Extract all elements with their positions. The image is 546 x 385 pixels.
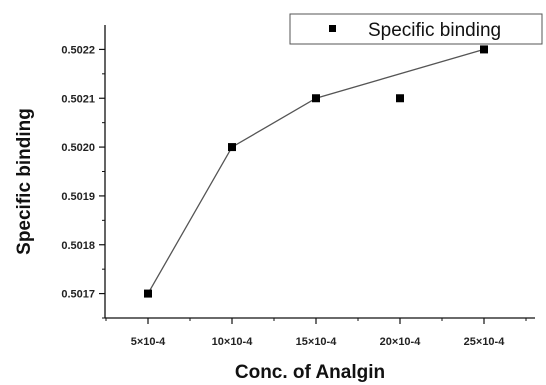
data-point: [480, 45, 488, 54]
axes: [104, 25, 535, 319]
legend-marker: [329, 25, 336, 32]
data-point: [144, 289, 152, 298]
tick-labels: 0.5017 0.5018 0.5019 0.5020 0.5021 0.5022 5×10…: [61, 44, 505, 348]
y-axis-title: Specific binding: [14, 108, 35, 255]
y-tick-label: 0.5017: [61, 289, 95, 301]
x-tick-label: 15×10-4: [296, 336, 338, 348]
legend-entry: Specific binding: [368, 20, 501, 41]
x-axis-title: Conc. of Analgin: [235, 362, 385, 383]
tick-marks: [99, 48, 527, 324]
y-tick-label: 0.5019: [61, 191, 95, 203]
x-tick-label: 25×10-4: [464, 336, 506, 348]
y-tick-label: 0.5022: [61, 44, 95, 56]
data-point: [396, 94, 404, 103]
x-tick-label: 5×10-4: [131, 336, 166, 348]
fit-line: [147, 48, 485, 294]
y-tick-label: 0.5020: [61, 142, 95, 154]
y-tick-label: 0.5021: [61, 93, 95, 105]
x-tick-label: 20×10-4: [380, 336, 422, 348]
x-tick-label: 10×10-4: [212, 336, 254, 348]
y-tick-label: 0.5018: [61, 240, 95, 252]
legend: Specific binding: [289, 13, 543, 45]
data-points: [144, 45, 488, 298]
data-point: [312, 94, 320, 103]
data-point: [228, 143, 236, 152]
series-line: [147, 48, 485, 294]
